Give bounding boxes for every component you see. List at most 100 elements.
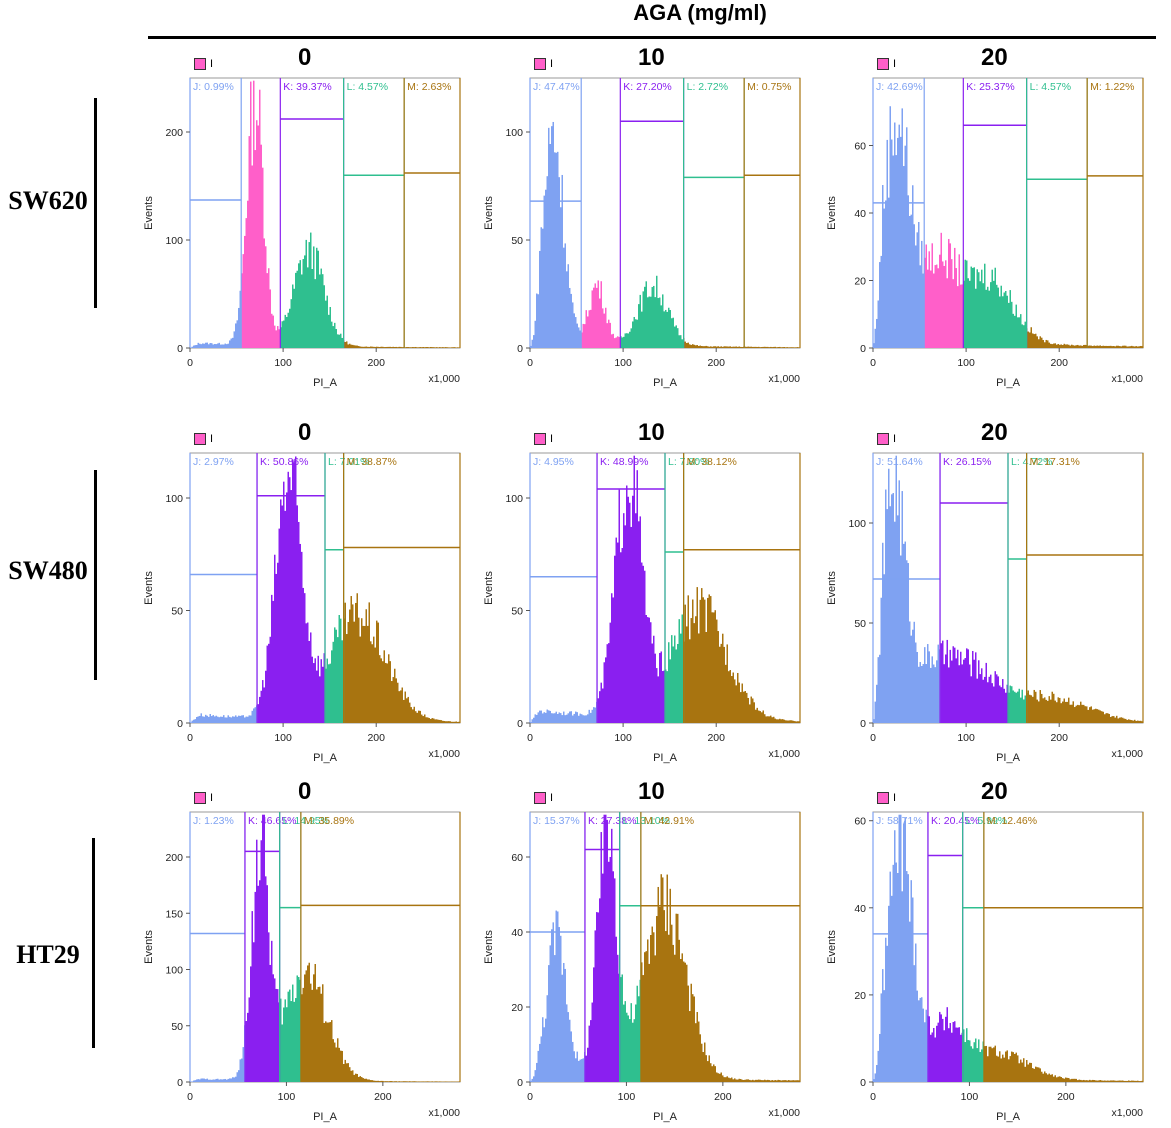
histogram-bar [373,346,375,348]
histogram-bar [1078,1079,1080,1082]
histogram-bar [680,633,682,723]
histogram-bar [738,346,740,348]
histogram-bar [731,1077,733,1082]
histogram-bar [636,319,638,348]
histogram-bar [741,1079,743,1082]
histogram-bar [284,510,286,723]
concentration-label: 20 [981,419,1008,446]
histogram-bar [770,715,772,723]
histogram-bar [298,976,300,1082]
histogram-bar [442,347,444,348]
histogram-bar [193,345,195,348]
histogram-bar [221,1079,223,1082]
histogram-bar [365,346,367,348]
histogram-bar [783,1080,785,1082]
histogram-bar [326,1022,328,1082]
histogram-bar [422,716,424,723]
histogram-bar [987,1056,989,1082]
histogram-bar [245,716,247,723]
gate-label-m: M: 0.75% [747,81,791,93]
histogram-bar [794,1080,796,1082]
histogram-bar [1093,1080,1095,1082]
histogram-bar [1087,709,1089,723]
histogram-bar [975,652,977,723]
histogram-bar [588,709,590,723]
histogram-bar [713,1064,715,1082]
legend: I [194,433,213,445]
histogram-bar [630,328,632,348]
concentration-label: 20 [981,778,1008,805]
histogram-bar [681,339,683,348]
histogram-bar [536,293,538,348]
histogram-bar [1102,711,1104,723]
histogram-bar [543,712,545,723]
histogram-bar [678,939,680,1082]
histogram-bar [217,716,219,723]
histogram-bar [370,1080,372,1082]
x-axis-label: PI_A [653,752,678,764]
histogram-bar [578,715,580,723]
histogram-bar [287,471,289,723]
histogram-bar [704,599,706,723]
histogram-bar [771,347,773,348]
histogram-bar [686,343,688,348]
row-label-sw620: SW620 [8,186,88,215]
x-tick-label: 0 [870,732,876,744]
histogram-bar [283,481,285,723]
histogram-bar [672,646,674,723]
histogram-bar [654,955,656,1082]
histogram-bar [451,347,453,348]
histogram-bar [582,323,584,348]
histogram-bar [1110,1080,1112,1082]
histogram-bar [636,985,638,1082]
histogram-bar [907,874,909,1082]
histogram-bar [913,621,915,723]
histogram-bar [1060,344,1062,348]
histogram-bar [972,650,974,723]
histogram-bar [250,966,252,1082]
histogram-bar [406,1081,408,1082]
histogram-bar [352,604,354,723]
histogram-bar [669,310,671,348]
histogram-bar [606,323,608,348]
histogram-bar [954,1021,956,1082]
histogram-bar [885,489,887,723]
histogram-bar [439,719,441,723]
histogram-bar [939,254,941,348]
histogram-bar [214,343,216,348]
histogram-bar [758,346,760,348]
histogram-bar [437,1081,439,1082]
histogram-bar [277,989,279,1082]
histogram-bar [233,331,235,348]
histogram-bar [280,998,282,1082]
histogram-bar [579,1059,581,1082]
histogram-bar [320,993,322,1082]
histogram-bar [253,708,255,723]
histogram-bar [433,718,435,723]
histogram-bar [924,1022,926,1082]
histogram-bar [653,635,655,723]
histogram-bar [427,1081,429,1082]
histogram-bar [991,683,993,723]
histogram-bar [919,997,921,1082]
histogram-bar [371,346,373,348]
histogram-bar [1035,1066,1037,1082]
gate-label-m: M: 42.91% [644,815,694,827]
histogram-bar [915,245,917,348]
histogram-bar [349,609,351,723]
histogram-bar [617,954,619,1082]
histogram-bar [576,1051,578,1082]
x-axis-label: PI_A [996,377,1021,389]
histogram-bar [698,1021,700,1082]
histogram-bar [891,895,893,1082]
histogram-bar [907,195,909,348]
histogram-bar [290,1001,292,1082]
histogram-bar [200,713,202,723]
legend: I [534,433,553,445]
histogram-bar [549,945,551,1082]
histogram-bar [746,692,748,723]
histogram-bar [627,1015,629,1082]
histogram-bar [931,656,933,723]
histogram-bar [563,962,565,1082]
